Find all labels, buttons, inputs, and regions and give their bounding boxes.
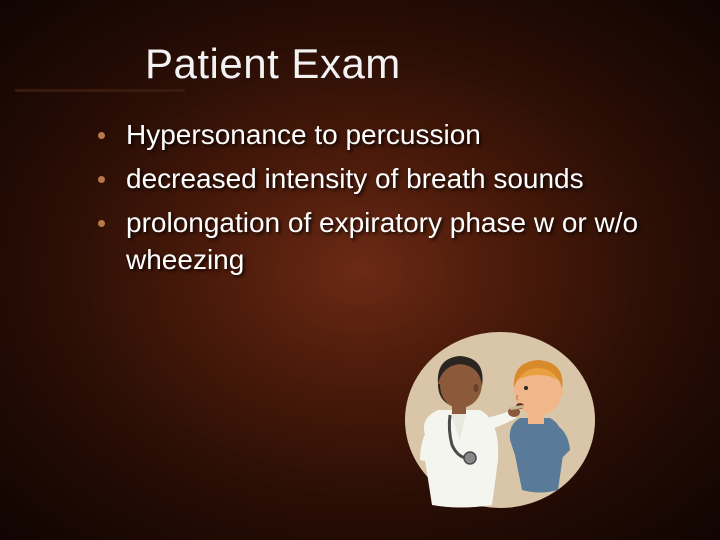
doctor-patient-illustration — [390, 310, 600, 510]
slide: Patient Exam Hypersonance to percussion … — [0, 0, 720, 540]
slide-title: Patient Exam — [145, 40, 660, 88]
title-underline — [15, 89, 185, 92]
bullet-item: Hypersonance to percussion — [90, 116, 660, 154]
bullet-list: Hypersonance to percussion decreased int… — [90, 116, 660, 279]
title-area: Patient Exam — [145, 40, 660, 88]
bullet-item: decreased intensity of breath sounds — [90, 160, 660, 198]
bullet-item: prolongation of expiratory phase w or w/… — [90, 204, 660, 280]
